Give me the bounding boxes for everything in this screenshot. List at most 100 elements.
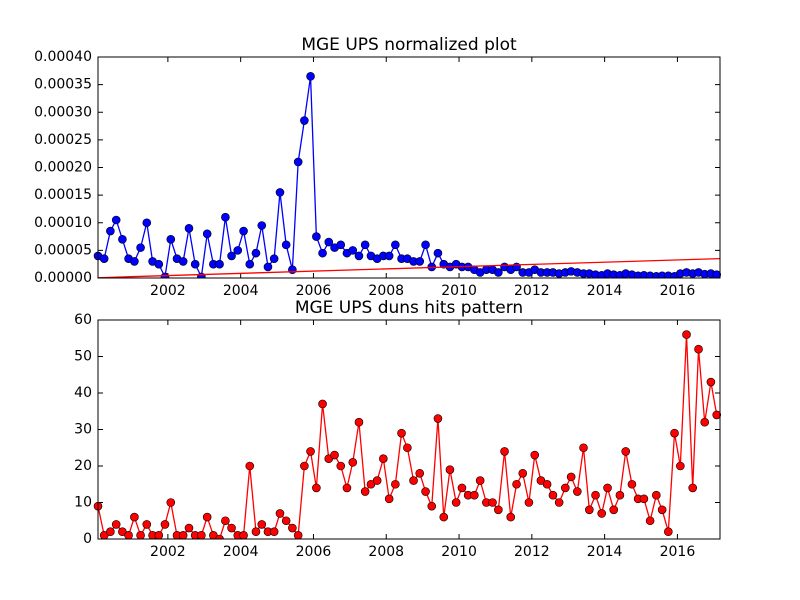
point: [215, 534, 224, 539]
point: [391, 479, 400, 489]
point: [457, 483, 467, 493]
x-tick-label: 2004: [223, 283, 259, 299]
point: [160, 520, 170, 529]
point: [348, 246, 358, 255]
point: [197, 531, 206, 539]
point: [166, 235, 176, 244]
point: [627, 479, 637, 489]
point: [324, 237, 334, 247]
x-tick-label: 2014: [587, 283, 623, 299]
point: [202, 512, 212, 522]
point: [451, 498, 461, 507]
point: [524, 498, 534, 507]
point: [512, 479, 521, 489]
point: [318, 399, 327, 409]
x-tick-label: 2002: [150, 544, 186, 560]
y-tick-label: 0.00010: [34, 215, 92, 231]
point: [494, 268, 503, 277]
point: [427, 501, 437, 511]
point: [403, 443, 412, 453]
point: [506, 512, 516, 522]
point: [664, 527, 673, 537]
point: [142, 218, 152, 228]
y-tick-label: 20: [74, 458, 92, 474]
x-tick-label: 2008: [368, 283, 404, 299]
point: [621, 447, 631, 456]
point: [281, 240, 291, 250]
point: [639, 494, 649, 504]
y-tick-label: 0.00035: [34, 77, 92, 93]
point: [433, 414, 443, 423]
point: [554, 498, 564, 507]
point: [585, 505, 594, 515]
point: [488, 498, 497, 507]
point: [202, 229, 212, 239]
point: [269, 527, 279, 537]
point: [245, 461, 255, 471]
y-tick-label: 0.00025: [34, 132, 92, 148]
point: [227, 251, 236, 261]
point: [166, 498, 176, 507]
x-tick-label: 2006: [296, 283, 332, 299]
y-tick-label: 30: [74, 422, 92, 438]
point: [130, 512, 139, 522]
point: [470, 490, 479, 500]
point: [136, 243, 145, 252]
point: [227, 523, 236, 533]
y-tick-label: 50: [74, 349, 92, 365]
point: [239, 531, 248, 539]
point: [615, 490, 625, 500]
y-tick-label: 10: [74, 495, 92, 511]
point: [573, 487, 582, 496]
point: [670, 428, 679, 438]
point: [306, 72, 315, 81]
point: [281, 516, 291, 526]
point: [694, 344, 703, 354]
point: [354, 251, 364, 261]
point: [530, 450, 540, 460]
point: [184, 223, 194, 233]
y-tick-label: 0.00000: [34, 270, 92, 286]
point: [312, 483, 321, 493]
point: [160, 272, 170, 278]
point: [579, 443, 588, 453]
point: [676, 461, 685, 471]
point: [245, 259, 255, 269]
x-tick-label: 2012: [514, 283, 550, 299]
point: [391, 240, 400, 250]
point: [645, 516, 655, 526]
point: [233, 246, 243, 255]
y-tick-label: 0: [83, 531, 92, 547]
point: [566, 472, 576, 482]
point: [154, 531, 164, 539]
point: [288, 265, 297, 275]
series-line: [97, 334, 718, 539]
y-tick-label: 0.00040: [34, 49, 92, 65]
point: [342, 483, 352, 493]
point: [712, 410, 722, 420]
point: [336, 240, 346, 250]
point: [106, 226, 115, 236]
chart-title: MGE UPS duns hits pattern: [295, 298, 523, 318]
point: [652, 490, 661, 500]
point: [336, 461, 346, 471]
point: [348, 458, 358, 467]
point: [118, 235, 127, 244]
point: [512, 262, 521, 272]
point: [415, 468, 425, 478]
point: [257, 520, 267, 529]
point: [548, 490, 558, 500]
point: [360, 240, 370, 250]
point: [184, 523, 194, 533]
point: [99, 254, 109, 263]
point: [706, 377, 716, 387]
point: [682, 330, 691, 339]
point: [500, 447, 509, 456]
point: [688, 483, 698, 493]
point: [384, 251, 394, 261]
point: [275, 188, 285, 197]
point: [269, 254, 279, 263]
point: [372, 476, 382, 485]
point: [124, 531, 133, 539]
